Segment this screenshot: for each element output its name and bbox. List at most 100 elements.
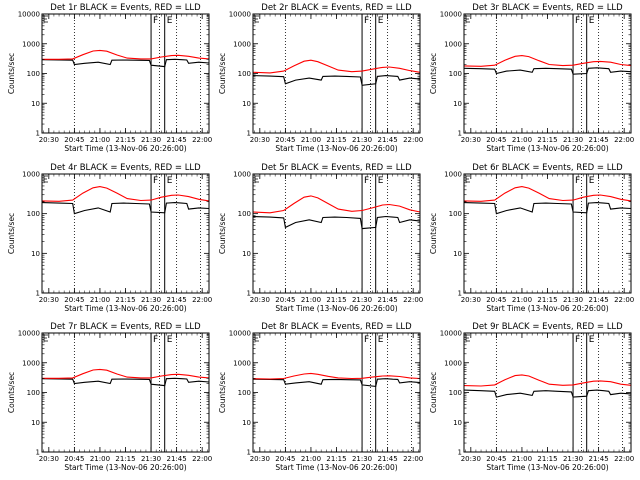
series-lld <box>463 55 632 67</box>
y-tick-label: 100 <box>238 70 251 78</box>
series-events <box>252 75 421 86</box>
x-tick-label: 21:45 <box>589 136 609 144</box>
y-tick-label: 1 <box>36 130 40 138</box>
x-tick-label: 22:00 <box>614 296 634 304</box>
series-lld <box>252 372 421 380</box>
x-tick-label: 20:30 <box>461 296 481 304</box>
y-tick-label: 10000 <box>18 11 40 19</box>
y-tick-label: 10 <box>242 419 251 427</box>
x-tick-label: 21:45 <box>378 136 398 144</box>
series-lld <box>42 368 210 379</box>
x-tick-label: 21:45 <box>589 455 609 463</box>
x-tick-label: 20:45 <box>275 296 295 304</box>
x-tick-label: 21:00 <box>301 455 321 463</box>
panel-title: Det 9r BLACK = Events, RED = LLD <box>472 322 623 332</box>
detector-panel-3: Det 3r BLACK = Events, RED = LLD F E 1 10 100… <box>429 3 634 153</box>
x-tick-label: 20:45 <box>486 136 506 144</box>
marker-f-label: F <box>153 335 158 345</box>
series-events <box>252 378 421 388</box>
y-tick-label: 100 <box>449 210 462 218</box>
detector-panel-6: Det 6r BLACK = Events, RED = LLD F E 1 10 100… <box>429 163 634 313</box>
y-axis-label: Counts/sec <box>429 213 438 254</box>
y-tick-label: 100 <box>238 389 251 397</box>
x-tick-label: 21:30 <box>352 455 372 463</box>
series-events <box>252 215 421 230</box>
detector-panel-5: Det 5r BLACK = Events, RED = LLD F E 1 10 100… <box>218 163 423 313</box>
x-tick-label: 20:30 <box>39 455 59 463</box>
y-tick-label: 10 <box>31 250 40 258</box>
series-lld <box>252 59 421 74</box>
plot-frame <box>463 332 632 453</box>
plot-frame <box>41 13 210 134</box>
x-tick-label: 20:30 <box>39 296 59 304</box>
x-tick-label: 21:30 <box>563 296 583 304</box>
x-tick-label: 20:45 <box>486 296 506 304</box>
plot-frame <box>252 173 421 294</box>
y-tick-label: 1000 <box>22 359 40 367</box>
x-tick-label: 21:15 <box>115 296 135 304</box>
panel-title: Det 3r BLACK = Events, RED = LLD <box>472 3 623 13</box>
x-tick-label: 21:45 <box>167 136 187 144</box>
y-tick-label: 100 <box>449 389 462 397</box>
x-tick-label: 21:30 <box>141 296 161 304</box>
y-tick-label: 10 <box>31 100 40 108</box>
y-tick-label: 10 <box>453 419 462 427</box>
marker-e-label: E <box>589 176 595 186</box>
x-tick-label: 20:45 <box>486 455 506 463</box>
y-tick-label: 1000 <box>444 171 462 179</box>
panel-title: Det 4r BLACK = Events, RED = LLD <box>50 163 201 173</box>
y-tick-label: 10 <box>453 250 462 258</box>
series-lld <box>463 186 632 202</box>
y-axis-label: Counts/sec <box>218 213 227 254</box>
x-tick-label: 21:15 <box>537 136 557 144</box>
plot-frame <box>41 332 210 453</box>
marker-f-label: F <box>153 176 158 186</box>
marker-e-label: E <box>167 176 173 186</box>
x-tick-label: 21:15 <box>537 296 557 304</box>
x-tick-label: 20:45 <box>275 136 295 144</box>
x-axis-label: Start Time (13-Nov-06 20:26:00) <box>275 463 397 472</box>
x-tick-label: 20:30 <box>250 136 270 144</box>
corner-marker <box>43 334 48 342</box>
corner-marker <box>254 15 259 23</box>
y-tick-label: 100 <box>27 210 40 218</box>
series-lld <box>41 186 210 202</box>
marker-f-label: F <box>575 335 580 345</box>
y-tick-label: 100 <box>27 389 40 397</box>
y-tick-label: 10 <box>242 250 251 258</box>
x-tick-label: 22:00 <box>192 296 212 304</box>
corner-marker <box>254 175 259 183</box>
x-tick-label: 22:00 <box>614 455 634 463</box>
corner-marker <box>465 15 470 23</box>
x-tick-label: 20:45 <box>64 136 84 144</box>
y-tick-label: 10 <box>31 419 40 427</box>
x-tick-label: 21:30 <box>141 455 161 463</box>
y-tick-label: 1000 <box>233 359 251 367</box>
x-tick-label: 20:30 <box>250 296 270 304</box>
marker-f-label: F <box>575 16 580 26</box>
y-tick-label: 1000 <box>233 40 251 48</box>
series-lld <box>42 49 210 60</box>
detector-panel-1: Det 1r BLACK = Events, RED = LLD F E 1 10 100… <box>7 3 212 153</box>
y-tick-label: 1 <box>247 449 251 457</box>
corner-marker <box>43 15 48 23</box>
x-tick-label: 21:00 <box>512 296 532 304</box>
x-tick-label: 21:00 <box>90 136 110 144</box>
detector-panel-2: Det 2r BLACK = Events, RED = LLD F E 1 10 100… <box>218 3 423 153</box>
x-tick-label: 21:45 <box>589 296 609 304</box>
panel-title: Det 2r BLACK = Events, RED = LLD <box>261 3 412 13</box>
panel-title: Det 6r BLACK = Events, RED = LLD <box>472 163 623 173</box>
y-tick-label: 1 <box>458 290 462 298</box>
y-tick-label: 1 <box>458 449 462 457</box>
y-tick-label: 100 <box>449 70 462 78</box>
x-axis-label: Start Time (13-Nov-06 20:26:00) <box>486 144 608 153</box>
x-tick-label: 21:15 <box>537 455 557 463</box>
x-tick-label: 21:30 <box>563 136 583 144</box>
y-tick-label: 1000 <box>233 171 251 179</box>
plot-frame <box>463 13 632 134</box>
x-tick-label: 21:30 <box>352 136 372 144</box>
y-tick-label: 1 <box>36 290 40 298</box>
x-tick-label: 22:00 <box>614 136 634 144</box>
y-tick-label: 10000 <box>229 330 251 338</box>
